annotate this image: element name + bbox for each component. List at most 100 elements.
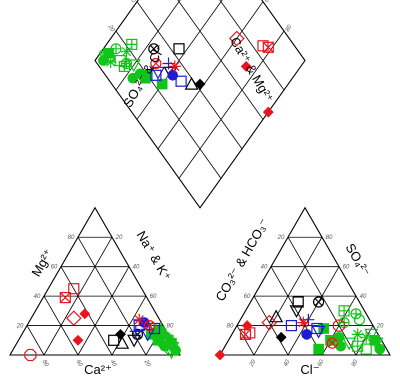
point-diamond-green-6 bbox=[114, 54, 126, 67]
diagram-frames bbox=[9, 0, 391, 356]
point-cation-black-3 bbox=[131, 328, 144, 340]
point-anion-green-14 bbox=[351, 328, 364, 341]
point-diamond-green-14 bbox=[120, 45, 133, 58]
diagram-grid bbox=[26, 0, 374, 356]
tick-label-nak: 20 bbox=[115, 235, 123, 241]
point-diamond-red-3 bbox=[228, 30, 245, 47]
anion-triangle-gridline bbox=[270, 266, 323, 356]
tick-label-ca: 40 bbox=[109, 359, 118, 368]
point-cation-black-1 bbox=[108, 334, 120, 346]
point-diamond-blue-4 bbox=[150, 69, 162, 81]
tick-label-cl: 20 bbox=[248, 359, 257, 369]
point-diamond-red-6 bbox=[150, 57, 162, 70]
point-anion-red-7 bbox=[214, 349, 226, 361]
point-anion-green-5 bbox=[360, 331, 373, 344]
diamond-gridline bbox=[178, 30, 285, 179]
point-cation-green-17 bbox=[159, 340, 170, 352]
point-cation-blue-2 bbox=[129, 325, 142, 338]
diamond-gridline bbox=[136, 1, 243, 150]
axis-label-hco3: CO₃²⁻ & HCO₃⁻ bbox=[212, 216, 271, 304]
point-cation-black-2 bbox=[127, 334, 142, 348]
tick-label-hco3: 80 bbox=[227, 324, 234, 330]
tick-labels: 2020202020202020404040404040404060606060… bbox=[16, 0, 384, 369]
point-anion-red-2 bbox=[241, 320, 253, 332]
point-diamond-black-0 bbox=[194, 78, 206, 90]
tick-label-cl: 80 bbox=[351, 359, 360, 368]
tick-label-ca: 80 bbox=[41, 359, 50, 368]
point-anion-black-3 bbox=[313, 296, 325, 308]
tick-label-mg: 40 bbox=[34, 294, 41, 300]
diamond-gridline bbox=[115, 30, 222, 179]
point-cation-red-6 bbox=[143, 320, 155, 332]
diamond-gridline bbox=[157, 1, 264, 150]
point-anion-red-1 bbox=[239, 328, 252, 340]
axis-label-mg: Mg²⁺ bbox=[28, 246, 56, 279]
tick-label-hco3: 20 bbox=[277, 235, 285, 241]
axis-label-ca: Ca²⁺ bbox=[84, 362, 112, 377]
point-anion-blue-4 bbox=[311, 322, 323, 335]
point-diamond-green-4 bbox=[120, 57, 133, 70]
tick-label-ca-mg: 80 bbox=[285, 24, 294, 33]
point-anion-green-6 bbox=[360, 343, 372, 355]
point-anion-blue-1 bbox=[301, 329, 313, 340]
tick-label-cl: 40 bbox=[283, 359, 292, 368]
point-cation-green-14 bbox=[156, 326, 169, 339]
point-anion-green-12 bbox=[350, 308, 362, 320]
point-anion-green-11 bbox=[338, 305, 350, 317]
point-cation-red-7 bbox=[72, 334, 84, 346]
tick-label-mg: 20 bbox=[16, 324, 24, 330]
anion-triangle-frame bbox=[219, 206, 391, 356]
point-anion-red-6 bbox=[326, 337, 338, 349]
tick-label-hco3: 60 bbox=[244, 294, 251, 300]
point-anion-black-2 bbox=[289, 305, 304, 319]
point-diamond-red-1 bbox=[262, 41, 274, 53]
point-anion-green-9 bbox=[374, 343, 386, 355]
anion-triangle-gridline bbox=[355, 325, 374, 356]
tick-label-so4-cl: 20 bbox=[106, 23, 115, 33]
tick-label-so4: 60 bbox=[343, 265, 350, 271]
tick-label-ca-mg: 60 bbox=[264, 0, 273, 4]
point-cation-red-3 bbox=[65, 310, 82, 327]
point-cation-black-0 bbox=[115, 328, 126, 340]
point-anion-red-4 bbox=[297, 316, 310, 329]
point-diamond-green-16 bbox=[103, 47, 114, 59]
cation-triangle-gridline bbox=[77, 266, 130, 356]
point-anion-green-16 bbox=[369, 334, 381, 346]
axis-label-so4: SO₄²⁻ bbox=[343, 241, 374, 279]
anion-triangle-gridline bbox=[253, 295, 289, 356]
point-diamond-red-7 bbox=[262, 106, 274, 118]
tick-label-nak: 60 bbox=[150, 294, 157, 300]
axis-label-nak: Na⁺ & K⁺ bbox=[134, 228, 174, 283]
axis-label-cl: Cl⁻ bbox=[300, 362, 319, 377]
point-anion-blue-0 bbox=[285, 320, 297, 332]
point-cation-blue-3 bbox=[140, 328, 155, 342]
tick-label-so4: 80 bbox=[326, 235, 333, 241]
tick-label-nak: 40 bbox=[133, 265, 140, 271]
anion-triangle-gridline bbox=[287, 266, 340, 356]
point-diamond-blue-0 bbox=[175, 75, 187, 87]
point-anion-black-0 bbox=[275, 331, 287, 343]
diamond-gridline bbox=[136, 0, 223, 120]
point-anion-red-3 bbox=[261, 314, 278, 331]
tick-label-ca: 60 bbox=[75, 359, 84, 368]
point-cation-red-4 bbox=[133, 313, 146, 326]
point-cation-red-1 bbox=[59, 292, 71, 304]
point-anion-green-15 bbox=[364, 328, 379, 342]
tick-label-mg: 80 bbox=[68, 235, 75, 241]
tick-label-hco3: 40 bbox=[261, 265, 268, 271]
point-diamond-green-17 bbox=[127, 72, 139, 84]
anion-triangle-gridline bbox=[236, 325, 255, 356]
point-diamond-blue-1 bbox=[167, 70, 178, 81]
tick-label-ca: 20 bbox=[142, 358, 151, 368]
point-cation-black-4 bbox=[115, 335, 130, 349]
point-diamond-red-4 bbox=[168, 60, 181, 73]
tick-label-cl: 60 bbox=[317, 359, 326, 368]
point-anion-blue-2 bbox=[302, 313, 315, 326]
cation-triangle-gridline bbox=[43, 295, 79, 356]
point-anion-green-17 bbox=[333, 331, 345, 343]
point-anion-green-13 bbox=[313, 343, 324, 355]
point-cation-red-2 bbox=[79, 308, 91, 320]
cation-triangle-frame bbox=[9, 206, 181, 356]
point-anion-black-1 bbox=[292, 296, 304, 308]
point-diamond-black-4 bbox=[184, 76, 199, 90]
